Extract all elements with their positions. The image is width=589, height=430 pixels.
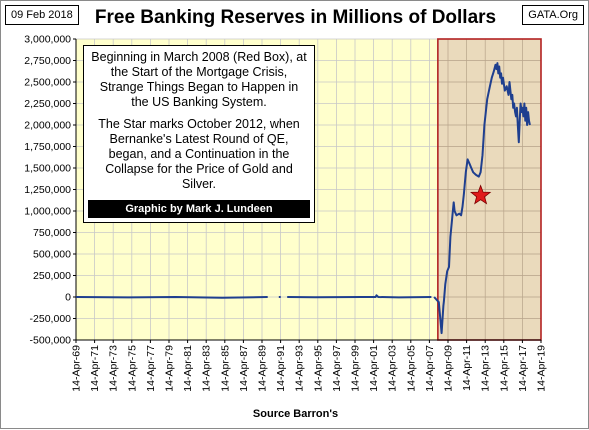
x-tick-label: 14-Apr-05 xyxy=(405,345,417,392)
x-tick-label: 14-Apr-87 xyxy=(238,345,250,392)
x-tick-label: 14-Apr-15 xyxy=(498,345,510,392)
site-label: GATA.Org xyxy=(522,5,584,25)
y-tick-label: 2,250,000 xyxy=(24,98,71,110)
x-tick-label: 14-Apr-71 xyxy=(89,345,101,392)
annotation-box: Beginning in March 2008 (Red Box), at th… xyxy=(83,45,315,223)
credit-banner: Graphic by Mark J. Lundeen xyxy=(88,200,310,218)
y-tick-label: 2,750,000 xyxy=(24,55,71,67)
series-line xyxy=(433,62,531,335)
x-tick-label: 14-Apr-01 xyxy=(368,345,380,392)
chart-title: Free Banking Reserves in Millions of Dol… xyxy=(94,7,497,28)
y-tick-label: 500,000 xyxy=(33,249,71,261)
annotation-paragraph-2: The Star marks October 2012, when Bernan… xyxy=(98,117,300,191)
x-tick-label: 14-Apr-77 xyxy=(145,345,157,392)
series-line xyxy=(287,294,432,299)
y-tick-label: -250,000 xyxy=(30,313,72,325)
source-label: Source Barron's xyxy=(252,408,339,420)
star-marker xyxy=(470,184,492,205)
series-line xyxy=(76,296,268,299)
x-tick-label: 14-Apr-69 xyxy=(71,345,83,392)
y-tick-label: 1,750,000 xyxy=(24,141,71,153)
annotation-paragraph-1: Beginning in March 2008 (Red Box), at th… xyxy=(91,50,307,109)
x-tick-label: 14-Apr-91 xyxy=(275,345,287,392)
x-tick-label: 14-Apr-93 xyxy=(294,345,306,392)
x-tick-label: 14-Apr-03 xyxy=(387,345,399,392)
y-tick-label: 750,000 xyxy=(33,227,71,239)
x-tick-label: 14-Apr-17 xyxy=(517,345,529,392)
y-tick-label: 2,500,000 xyxy=(24,77,71,89)
x-tick-label: 14-Apr-79 xyxy=(164,345,176,392)
y-tick-label: 250,000 xyxy=(33,270,71,282)
x-tick-label: 14-Apr-99 xyxy=(350,345,362,392)
y-tick-label: 1,250,000 xyxy=(24,184,71,196)
y-tick-label: 2,000,000 xyxy=(24,120,71,132)
x-tick-label: 14-Apr-13 xyxy=(480,345,492,392)
x-tick-label: 14-Apr-11 xyxy=(461,345,473,391)
x-tick-label: 14-Apr-97 xyxy=(331,345,343,392)
y-tick-label: 1,500,000 xyxy=(24,163,71,175)
x-tick-label: 14-Apr-19 xyxy=(536,345,548,392)
x-tick-label: 14-Apr-75 xyxy=(126,345,138,392)
x-tick-label: 14-Apr-07 xyxy=(424,345,436,392)
y-tick-label: -500,000 xyxy=(30,335,72,347)
x-tick-label: 14-Apr-73 xyxy=(108,345,120,392)
x-tick-label: 14-Apr-09 xyxy=(443,345,455,392)
y-tick-label: 1,000,000 xyxy=(24,206,71,218)
x-tick-label: 14-Apr-85 xyxy=(219,345,231,392)
x-tick-label: 14-Apr-83 xyxy=(201,345,213,392)
date-label: 09 Feb 2018 xyxy=(5,5,79,25)
y-tick-label: 0 xyxy=(65,292,71,304)
x-tick-label: 14-Apr-95 xyxy=(312,345,324,392)
x-tick-label: 14-Apr-89 xyxy=(257,345,269,392)
x-tick-label: 14-Apr-81 xyxy=(182,345,194,392)
y-tick-label: 3,000,000 xyxy=(24,34,71,46)
